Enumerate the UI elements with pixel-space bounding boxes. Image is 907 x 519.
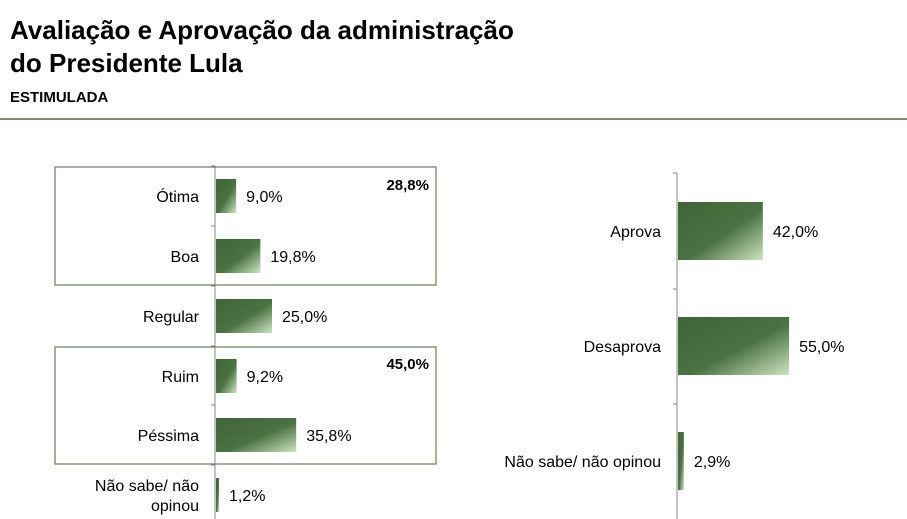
value-label-nao-sabe-nao-opinou: 1,2% <box>229 488 265 505</box>
bar-nao-sabe-nao-opinou <box>678 432 684 490</box>
approval-chart: 42,0% Aprova 55,0% Desaprova 2,9% Não sabe/ n… <box>504 172 844 519</box>
group-box-2 <box>54 346 437 465</box>
group-total-label: 28,8% <box>386 177 429 194</box>
value-label-boa: 19,8% <box>270 249 315 266</box>
bar-boa <box>216 239 261 273</box>
bar-otima <box>216 179 237 213</box>
category-label-aprova: Aprova <box>610 224 661 241</box>
value-label-pessima: 35,8% <box>306 428 351 445</box>
header-divider <box>0 118 907 120</box>
category-label-ruim: Ruim <box>162 369 199 386</box>
page-title: Avaliação e Aprovação da administração d… <box>10 14 514 80</box>
title-line-2: do Presidente Lula <box>10 48 243 78</box>
category-label-nao-sabe-nao-opinou: Não sabe/ não <box>95 478 199 495</box>
category-label-desaprova: Desaprova <box>584 339 661 356</box>
group-total-label: 45,0% <box>386 356 429 373</box>
value-label-regular: 25,0% <box>282 309 327 326</box>
bar-nao-sabe-nao-opinou <box>216 478 219 512</box>
category-label-nao-sabe-nao-opinou: opinou <box>151 498 199 515</box>
value-label-desaprova: 55,0% <box>799 339 844 356</box>
title-line-1: Avaliação e Aprovação da administração <box>10 15 514 45</box>
category-label-otima: Ótima <box>156 187 199 206</box>
category-label-pessima: Péssima <box>138 428 199 445</box>
category-label-nao-sabe-nao-opinou: Não sabe/ não opinou <box>504 454 661 471</box>
value-label-otima: 9,0% <box>246 189 282 206</box>
value-label-nao-sabe-nao-opinou: 2,9% <box>694 454 730 471</box>
group-box-1 <box>54 166 437 286</box>
value-label-aprova: 42,0% <box>773 224 818 241</box>
bar-desaprova <box>678 317 790 375</box>
bar-aprova <box>678 202 763 260</box>
category-label-regular: Regular <box>143 309 200 326</box>
bar-regular <box>216 299 272 333</box>
evaluation-chart: 28,8% 45,0% 9,0% Ótima 19,8% Boa 25,0% Regular 9… <box>54 165 437 519</box>
category-label-boa: Boa <box>171 249 200 266</box>
bar-ruim <box>216 359 237 393</box>
bar-pessima <box>216 418 297 452</box>
page-subtitle: ESTIMULADA <box>10 89 109 106</box>
value-label-ruim: 9,2% <box>247 369 283 386</box>
